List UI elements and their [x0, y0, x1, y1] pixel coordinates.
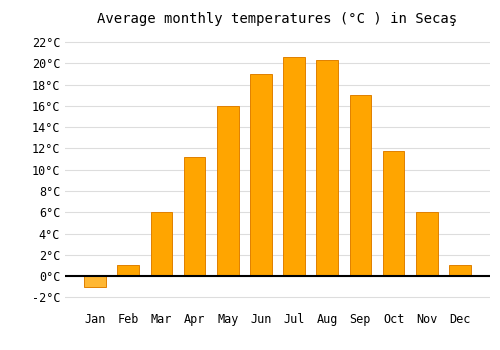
Bar: [184, 157, 206, 276]
Bar: [250, 74, 272, 276]
Title: Average monthly temperatures (°C ) in Secaş: Average monthly temperatures (°C ) in Se…: [98, 12, 458, 26]
Bar: [416, 212, 438, 276]
Bar: [316, 60, 338, 276]
Bar: [84, 276, 106, 287]
Bar: [284, 57, 305, 276]
Bar: [449, 265, 470, 276]
Bar: [150, 212, 172, 276]
Bar: [118, 265, 139, 276]
Bar: [350, 95, 371, 276]
Bar: [383, 150, 404, 276]
Bar: [217, 106, 238, 276]
